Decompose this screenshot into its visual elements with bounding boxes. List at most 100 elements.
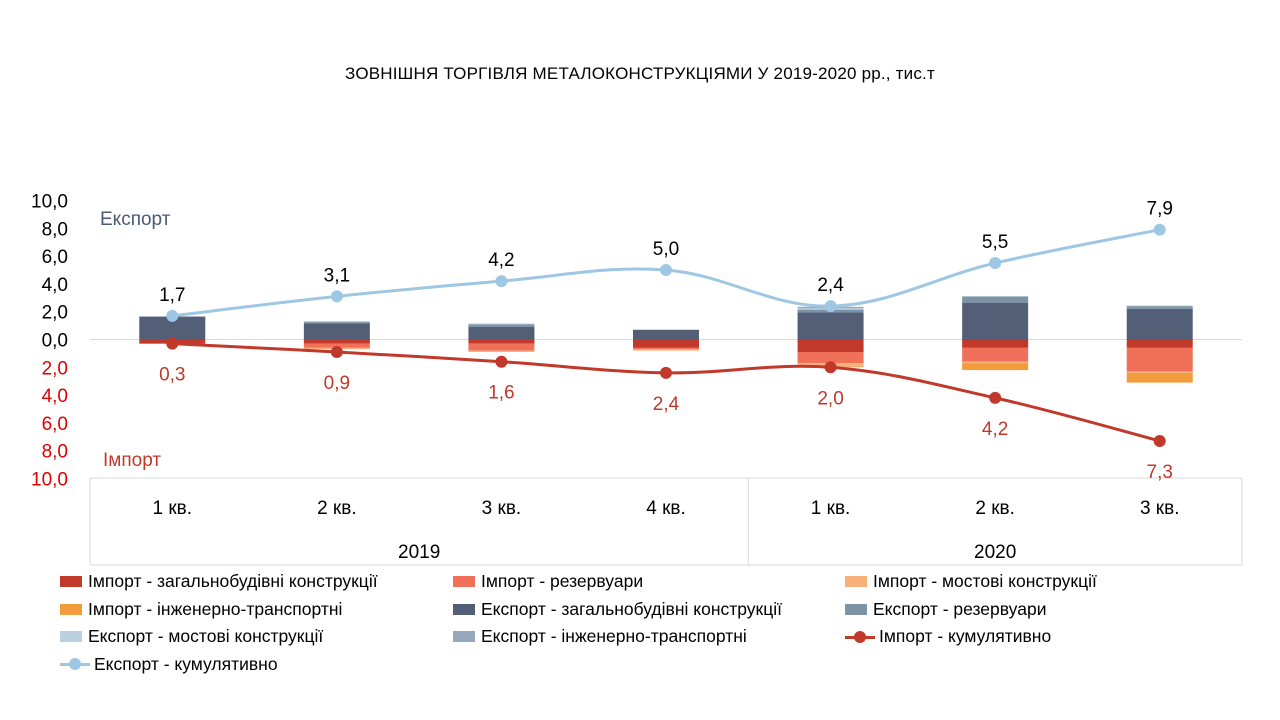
bar-segment: [139, 316, 206, 340]
x-tick-label: 1 кв.: [811, 498, 851, 519]
axis-layer: 10,0 8,0 6,0 4,0 2,0 0,0 2,0 4,0 6,0 8,0 10,0 Експо…: [31, 192, 1243, 566]
legend-label: Імпорт - резервуари: [481, 571, 644, 591]
bar-segment: [633, 347, 699, 350]
legend-label: Експорт - резервуари: [873, 598, 1047, 619]
export-cumulative-point: [989, 257, 1002, 270]
bar-segment: [468, 324, 535, 327]
legend-item: Імпорт - кумулятивно: [845, 623, 1051, 650]
legend-swatch: [60, 603, 82, 615]
bar-segment: [303, 322, 370, 324]
bar-segment: [633, 339, 699, 348]
bar-segment: [962, 347, 1029, 362]
legend-item: Імпорт - резервуари: [453, 568, 643, 595]
bar-segment: [962, 363, 1029, 371]
x-tick-label: 3 кв.: [482, 498, 522, 519]
legend-label: Експорт - загальнобудівні конструкції: [481, 598, 782, 619]
import-cumulative-point: [989, 391, 1002, 404]
group-label: 2019: [398, 542, 440, 563]
y-tick-label: 10,0: [31, 470, 68, 491]
bar-segment: [633, 329, 699, 340]
bar-segment: [962, 296, 1029, 303]
group-label: 2020: [974, 542, 1016, 563]
bar-segment: [468, 343, 535, 351]
y-tick-label: 2,0: [42, 358, 68, 379]
legend-item: Імпорт - мостові конструкції: [845, 568, 1097, 595]
import-cumulative-point: [1153, 434, 1166, 447]
import-data-label: 1,6: [488, 383, 514, 404]
legend-label: Експорт - мостові конструкції: [88, 626, 324, 646]
bar-segment: [962, 361, 1029, 364]
bar-segment: [1126, 371, 1193, 373]
export-data-label: 5,0: [653, 239, 679, 260]
legend-swatch: [453, 631, 475, 642]
export-data-label: 3,1: [324, 265, 350, 286]
y-tick-label: 10,0: [31, 192, 68, 213]
legend-swatch: [60, 657, 90, 671]
legend-swatch: [60, 631, 82, 642]
legend-item: Імпорт - загальнобудівні конструкції: [60, 568, 378, 595]
import-area-label: Імпорт: [103, 450, 161, 471]
y-tick-label: 8,0: [42, 442, 68, 463]
y-tick-label: 8,0: [42, 219, 68, 240]
export-area-label: Експорт: [100, 209, 171, 230]
export-data-label: 7,9: [1147, 199, 1173, 220]
export-cumulative-point: [495, 275, 508, 288]
import-cumulative-point: [495, 355, 508, 368]
import-cumulative-point: [660, 366, 672, 379]
bar-segment: [633, 349, 699, 351]
legend-swatch: [845, 603, 867, 615]
legend-item: Експорт - загальнобудівні конструкції: [453, 596, 782, 623]
legend-swatch: [453, 603, 475, 615]
import-cumulative-point: [166, 337, 179, 350]
import-data-label: 2,4: [653, 394, 680, 415]
legend-item: Експорт - мостові конструкції: [60, 623, 323, 650]
x-tick-label: 4 кв.: [646, 498, 686, 519]
export-data-label: 5,5: [982, 232, 1008, 253]
y-tick-label: 2,0: [42, 303, 68, 324]
bar-segment: [468, 339, 535, 344]
bar-segment: [303, 339, 370, 344]
bar-segment: [303, 343, 370, 348]
x-tick-label: 2 кв.: [975, 498, 1015, 519]
legend-swatch: [453, 576, 475, 587]
bar-segment: [303, 323, 370, 340]
y-tick-label: 4,0: [42, 275, 68, 296]
bar-segment: [468, 323, 535, 325]
legend-label: Імпорт - кумулятивно: [879, 626, 1052, 646]
legend-item: Експорт - резервуари: [845, 596, 1046, 623]
bar-segment: [1126, 306, 1193, 309]
bar-segment: [962, 339, 1029, 348]
import-data-label: 0,3: [159, 365, 185, 386]
export-cumulative-point: [824, 300, 837, 313]
x-tick-label: 2 кв.: [317, 498, 357, 519]
export-cumulative-point: [1153, 223, 1166, 236]
import-cumulative-point: [330, 346, 343, 359]
bar-segment: [1126, 347, 1193, 372]
legend-label: Імпорт - інженерно-транспортні: [88, 598, 343, 619]
y-tick-label: 4,0: [42, 386, 68, 407]
legend-label: Експорт - кумулятивно: [94, 653, 278, 674]
y-tick-label: 6,0: [42, 414, 68, 435]
bar-segment: [797, 352, 864, 364]
import-data-label: 0,9: [324, 373, 350, 394]
legend-item: Імпорт - інженерно-транспортні: [60, 596, 342, 623]
y-tick-label: 6,0: [42, 247, 68, 268]
import-data-label: 7,3: [1147, 462, 1173, 483]
legend-label: Імпорт - загальнобудівні конструкції: [88, 571, 378, 591]
lines-layer: [166, 223, 1166, 447]
bar-segment: [962, 302, 1029, 340]
chart-title: ЗОВНІШНЯ ТОРГІВЛЯ МЕТАЛОКОНСТРУКЦІЯМИ У …: [345, 64, 935, 83]
y-tick-label: 0,0: [42, 331, 68, 352]
legend-item: Експорт - кумулятивно: [60, 651, 278, 678]
import-cumulative-point: [824, 361, 837, 374]
legend-item: Експорт - інженерно-транспортні: [453, 623, 747, 650]
bar-segment: [468, 326, 535, 340]
bar-segment: [797, 339, 864, 353]
bar-segment: [1126, 305, 1193, 307]
x-tick-label: 1 кв.: [153, 498, 193, 519]
export-cumulative-point: [330, 290, 343, 303]
bar-segment: [1126, 372, 1193, 383]
bar-segment: [797, 312, 864, 340]
bar-segment: [1126, 308, 1193, 340]
